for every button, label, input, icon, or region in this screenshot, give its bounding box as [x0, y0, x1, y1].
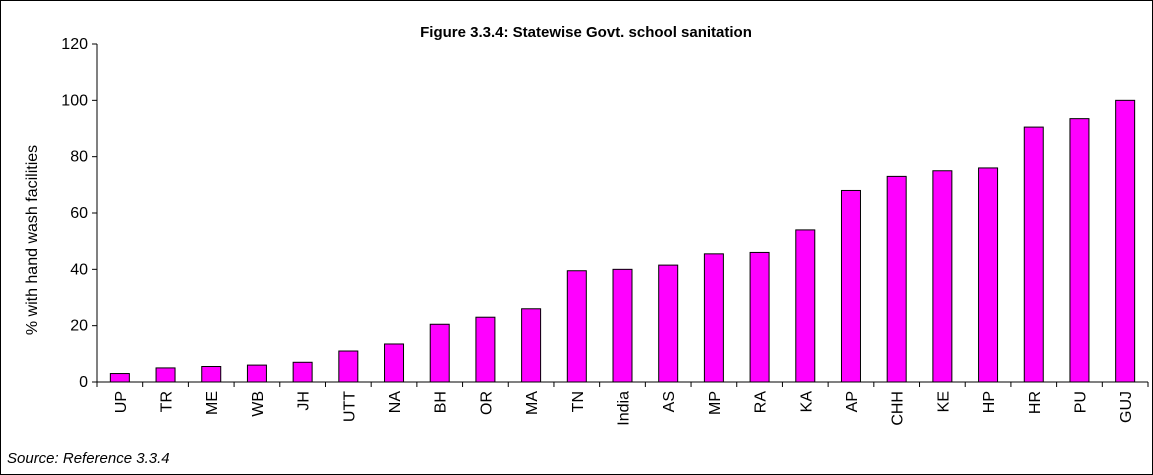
bar-WB: [246, 364, 267, 383]
bars-group: [109, 99, 1136, 383]
bar-NA: [384, 343, 405, 383]
bar-CHH: [886, 175, 907, 383]
x-tick-label: TN: [570, 391, 587, 412]
x-tick-label: KA: [798, 391, 815, 413]
bar-ME: [201, 366, 222, 383]
bar-UP: [109, 373, 130, 383]
y-tick-label: 40: [70, 261, 88, 278]
source-note: Source: Reference 3.3.4: [7, 450, 170, 467]
bar-JH: [292, 361, 313, 383]
x-tick-label: TR: [159, 391, 176, 412]
x-tick-label: AP: [844, 391, 861, 412]
x-tick-label: UP: [113, 391, 130, 413]
bar-HP: [978, 167, 999, 383]
bar-AS: [658, 264, 679, 383]
x-tick-label: MA: [524, 391, 541, 415]
y-tick-label: 120: [61, 36, 88, 53]
bar-KE: [932, 170, 953, 383]
y-tick-label: 20: [70, 318, 88, 335]
x-tick-label: India: [616, 391, 633, 426]
y-ticks-group: 0 20 40 60 80 100 120: [61, 36, 97, 391]
bar-RA: [749, 251, 770, 383]
bar-TR: [155, 367, 176, 383]
x-tick-label: BH: [433, 391, 450, 413]
x-tick-label: HR: [1027, 391, 1044, 414]
x-tick-label: GUJ: [1118, 391, 1135, 423]
bar-KA: [795, 229, 816, 383]
x-tick-label: PU: [1072, 391, 1089, 413]
y-axis-label: % with hand wash facilities: [24, 145, 41, 335]
bar-MP: [703, 253, 724, 383]
x-tick-label: NA: [387, 391, 404, 414]
x-tick-label: KE: [935, 391, 952, 412]
bar-TN: [566, 270, 587, 383]
x-tick-label: CHH: [890, 391, 907, 426]
y-tick-label: 100: [61, 92, 88, 109]
bar-BH: [429, 323, 450, 383]
y-tick-label: 60: [70, 205, 88, 222]
x-tick-label: OR: [478, 391, 495, 415]
x-tick-label: AS: [661, 391, 678, 412]
x-tick-label: JH: [296, 391, 313, 411]
y-tick-label: 80: [70, 149, 88, 166]
bar-OR: [475, 316, 496, 383]
bar-GUJ: [1115, 99, 1136, 383]
bar-MA: [521, 308, 542, 383]
bar-AP: [840, 189, 861, 383]
y-tick-label: 0: [79, 374, 88, 391]
x-tick-label: RA: [753, 391, 770, 414]
x-tick-label: UTT: [341, 391, 358, 422]
bar-India: [612, 268, 633, 383]
x-tick-label: WB: [250, 391, 267, 417]
bar-PU: [1069, 118, 1090, 383]
chart-title: Figure 3.3.4: Statewise Govt. school san…: [420, 24, 752, 41]
x-tick-label: ME: [204, 391, 221, 415]
bar-UTT: [338, 350, 359, 383]
x-tick-label: MP: [707, 391, 724, 415]
x-tick-label: HP: [981, 391, 998, 413]
x-ticks-group: UP TR ME WB JH UTT NA BH OR MA TN India AS MP RA KA AP CH…: [96, 382, 1149, 426]
bar-HR: [1023, 126, 1044, 383]
